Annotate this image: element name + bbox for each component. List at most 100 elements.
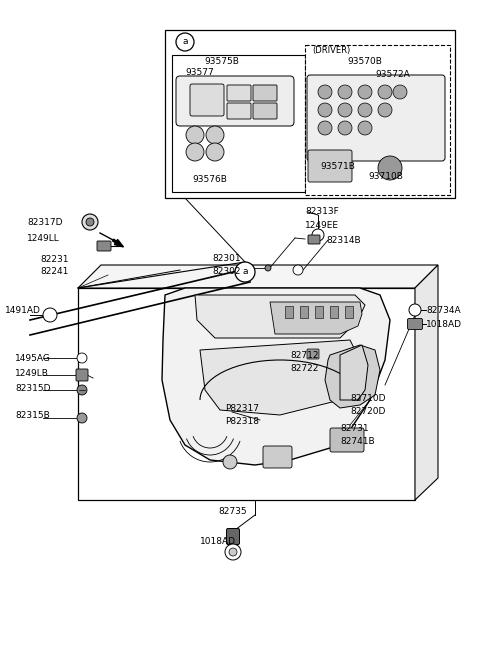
Text: 82315D: 82315D (15, 384, 50, 393)
Polygon shape (340, 345, 368, 400)
Text: P82317: P82317 (225, 404, 259, 413)
Bar (285, 306, 293, 318)
Text: 82722: 82722 (290, 364, 318, 373)
Text: 82314B: 82314B (326, 236, 360, 245)
Text: 82731: 82731 (340, 424, 369, 433)
FancyBboxPatch shape (253, 103, 277, 119)
FancyBboxPatch shape (176, 76, 294, 126)
FancyBboxPatch shape (190, 84, 224, 116)
Text: a: a (182, 37, 188, 47)
Circle shape (186, 143, 204, 161)
Text: 1249LL: 1249LL (27, 234, 60, 243)
Polygon shape (195, 295, 365, 338)
Text: 1249EE: 1249EE (305, 221, 339, 230)
Bar (165, 30, 455, 198)
Text: 82710D: 82710D (350, 394, 385, 403)
Circle shape (358, 121, 372, 135)
Text: 93572A: 93572A (375, 70, 410, 79)
Circle shape (235, 262, 255, 282)
Text: 82734A: 82734A (426, 306, 461, 315)
Text: 82735: 82735 (218, 507, 247, 516)
Circle shape (82, 214, 98, 230)
FancyBboxPatch shape (307, 75, 445, 161)
Polygon shape (415, 265, 438, 500)
Bar (78, 288, 415, 500)
Text: 93710B: 93710B (368, 172, 403, 181)
Circle shape (225, 544, 241, 560)
Polygon shape (270, 302, 362, 334)
FancyBboxPatch shape (263, 446, 292, 468)
Polygon shape (78, 265, 438, 288)
Text: 93575B: 93575B (204, 57, 240, 66)
Circle shape (338, 121, 352, 135)
FancyBboxPatch shape (253, 85, 277, 101)
Bar (330, 306, 338, 318)
FancyBboxPatch shape (227, 103, 251, 119)
FancyBboxPatch shape (308, 150, 352, 182)
Circle shape (338, 85, 352, 99)
Text: a: a (242, 267, 248, 276)
FancyBboxPatch shape (408, 318, 422, 329)
Circle shape (378, 156, 402, 180)
Circle shape (206, 126, 224, 144)
Text: 82741B: 82741B (340, 437, 374, 446)
Polygon shape (162, 288, 390, 465)
Circle shape (77, 385, 87, 395)
Circle shape (312, 229, 324, 241)
Circle shape (318, 121, 332, 135)
Bar (300, 306, 308, 318)
Text: 1018AD: 1018AD (200, 537, 236, 546)
Text: (DRIVER): (DRIVER) (312, 46, 350, 55)
Text: 82302: 82302 (212, 267, 240, 276)
Text: 93577: 93577 (185, 68, 214, 77)
Text: 82241: 82241 (40, 267, 68, 276)
Circle shape (77, 353, 87, 363)
Text: 93576B: 93576B (192, 175, 228, 184)
Text: 1495AG: 1495AG (15, 354, 51, 363)
Circle shape (43, 308, 57, 322)
Text: P82318: P82318 (225, 417, 259, 426)
FancyBboxPatch shape (97, 241, 111, 251)
Circle shape (176, 33, 194, 51)
Text: 82712: 82712 (290, 351, 319, 360)
Circle shape (378, 103, 392, 117)
Circle shape (318, 85, 332, 99)
Circle shape (358, 85, 372, 99)
FancyBboxPatch shape (227, 529, 240, 544)
Text: 82301: 82301 (212, 254, 240, 263)
Text: 1249LB: 1249LB (15, 369, 49, 378)
FancyArrow shape (112, 239, 123, 247)
Bar (315, 306, 323, 318)
Text: 1018AD: 1018AD (426, 320, 462, 329)
Text: 93571B: 93571B (320, 162, 355, 171)
Text: 82315B: 82315B (15, 411, 50, 420)
Circle shape (378, 85, 392, 99)
Text: 82231: 82231 (40, 255, 69, 264)
Circle shape (265, 265, 271, 271)
FancyBboxPatch shape (308, 235, 320, 244)
Circle shape (318, 103, 332, 117)
Text: 82317D: 82317D (27, 218, 62, 227)
Circle shape (86, 218, 94, 226)
Circle shape (206, 143, 224, 161)
Circle shape (293, 265, 303, 275)
Text: 93570B: 93570B (348, 57, 383, 66)
Circle shape (186, 126, 204, 144)
Bar (345, 306, 353, 318)
FancyBboxPatch shape (227, 85, 251, 101)
Polygon shape (200, 340, 360, 415)
Circle shape (358, 103, 372, 117)
Circle shape (338, 103, 352, 117)
FancyBboxPatch shape (330, 428, 364, 452)
FancyBboxPatch shape (307, 349, 319, 359)
Text: 82313F: 82313F (305, 207, 339, 216)
Bar (305, 45, 450, 195)
Circle shape (409, 304, 421, 316)
Text: 82720D: 82720D (350, 407, 385, 416)
Circle shape (77, 413, 87, 423)
FancyBboxPatch shape (76, 369, 88, 381)
Text: 1491AD: 1491AD (5, 306, 41, 315)
Polygon shape (325, 345, 380, 408)
Circle shape (393, 85, 407, 99)
Circle shape (223, 455, 237, 469)
